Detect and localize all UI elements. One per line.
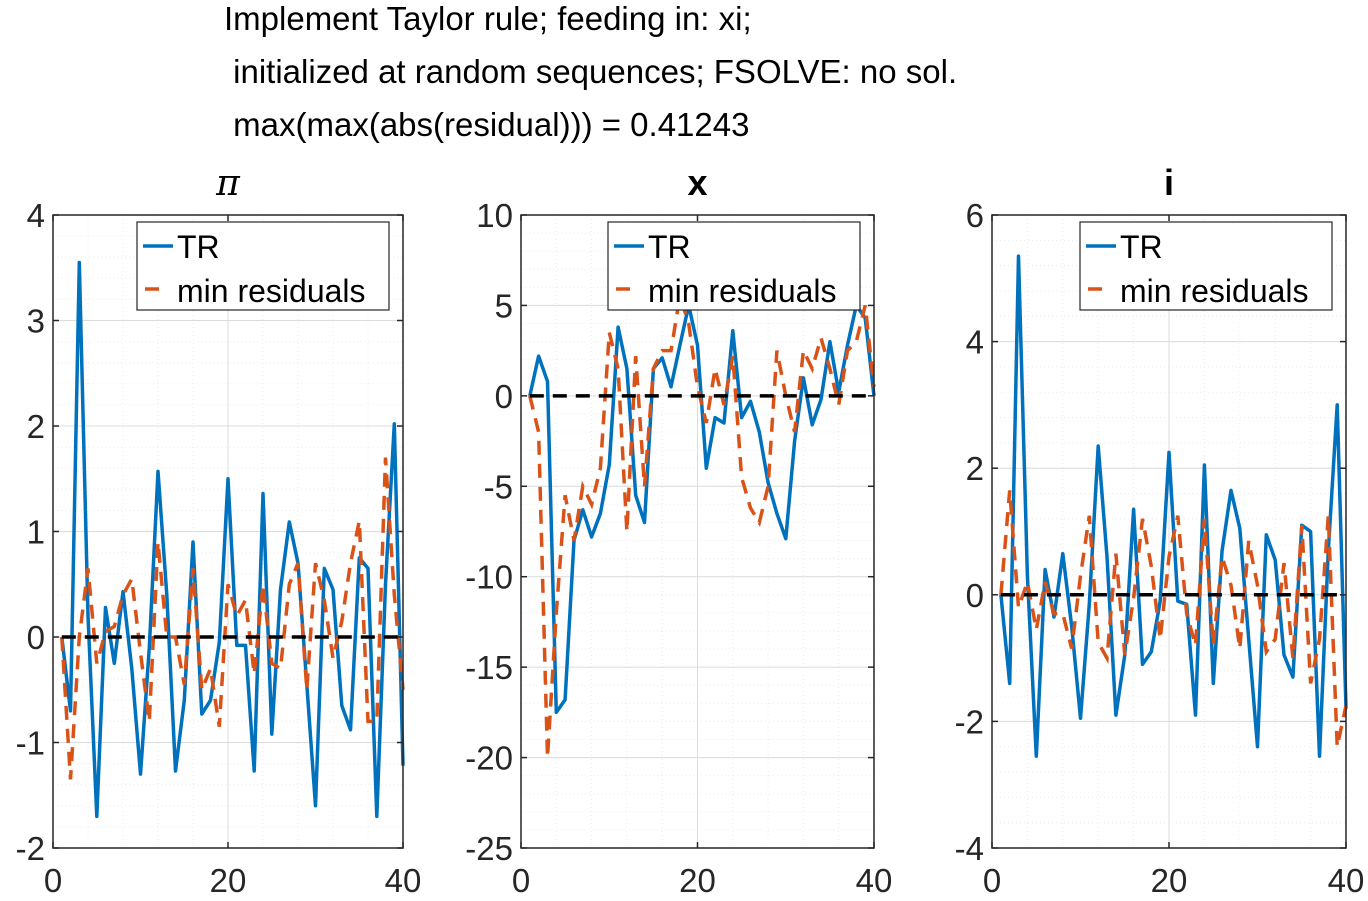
x-tick-label: 20 — [1151, 862, 1188, 899]
x-tick-label: 0 — [44, 862, 62, 899]
y-tick-label: -15 — [465, 649, 513, 686]
chart-panel-3: 0 20 40 -4 -2 0 2 4 6 iTR min residuals — [955, 162, 1365, 899]
legend-box — [1079, 221, 1333, 311]
y-tick-label: 10 — [476, 197, 513, 234]
figure-title-line-3: max(max(abs(residual))) = 0.41243 — [224, 106, 750, 143]
legend-label-min-residuals: min residuals — [177, 273, 366, 309]
y-tick-label: -5 — [484, 468, 513, 505]
figure-title-line-2: initialized at random sequences; FSOLVE:… — [224, 53, 958, 90]
y-tick-label: 0 — [495, 378, 513, 415]
x-tick-label: 40 — [385, 862, 422, 899]
y-tick-label: 0 — [27, 619, 45, 656]
x-tick-label: 20 — [679, 862, 716, 899]
series-line-tr — [528, 303, 876, 715]
y-tick-label: 4 — [966, 324, 984, 361]
y-tick-label: -2 — [955, 703, 984, 740]
y-tick-label: 6 — [966, 197, 984, 234]
figure-title-line-1: Implement Taylor rule; feeding in: xi; — [224, 0, 752, 37]
series-line-tr — [999, 254, 1348, 758]
legend: TR min residuals — [607, 221, 861, 311]
legend-label-tr: TR — [177, 229, 220, 265]
y-tick-label: -10 — [465, 559, 513, 596]
y-tick-label: 4 — [27, 197, 45, 234]
subplot-title: π — [215, 163, 241, 204]
subplot-title: i — [1164, 162, 1174, 203]
legend-label-min-residuals: min residuals — [648, 273, 837, 309]
y-tick-label: 3 — [27, 303, 45, 340]
series-line-min-residuals — [528, 295, 876, 758]
y-tick-label: 2 — [27, 408, 45, 445]
subplot-title: x — [687, 162, 707, 203]
chart-panel-1: 0 20 40 -2 -1 0 1 2 3 4 π TR min residuals — [16, 163, 422, 899]
legend: TR min residuals — [136, 221, 390, 311]
x-tick-label: 20 — [210, 862, 247, 899]
legend-box — [136, 221, 390, 311]
y-tick-label: 2 — [966, 450, 984, 487]
series-line-min-residuals — [999, 490, 1348, 748]
legend-label-tr: TR — [648, 229, 691, 265]
y-tick-label: -1 — [16, 725, 45, 762]
chart-panel-2: 0 20 40 -25 -20 -15 -10 -5 0 5 10 x TR min residuals — [465, 162, 892, 899]
series-line-min-residuals — [60, 457, 405, 780]
series-line-tr — [60, 260, 405, 819]
y-tick-label: -25 — [465, 830, 513, 867]
y-tick-label: -20 — [465, 740, 513, 777]
legend: TR min residuals — [1079, 221, 1333, 311]
y-tick-label: 1 — [27, 514, 45, 551]
y-tick-label: 0 — [966, 577, 984, 614]
legend-label-min-residuals: min residuals — [1120, 273, 1309, 309]
y-tick-label: -4 — [955, 830, 984, 867]
figure-title: Implement Taylor rule; feeding in: xi; i… — [0, 0, 1368, 160]
legend-label-tr: TR — [1120, 229, 1163, 265]
x-tick-label: 0 — [512, 862, 530, 899]
y-tick-label: -2 — [16, 830, 45, 867]
legend-box — [607, 221, 861, 311]
y-tick-label: 5 — [495, 287, 513, 324]
x-tick-label: 40 — [856, 862, 893, 899]
x-tick-label: 0 — [983, 862, 1001, 899]
x-tick-label: 40 — [1328, 862, 1365, 899]
